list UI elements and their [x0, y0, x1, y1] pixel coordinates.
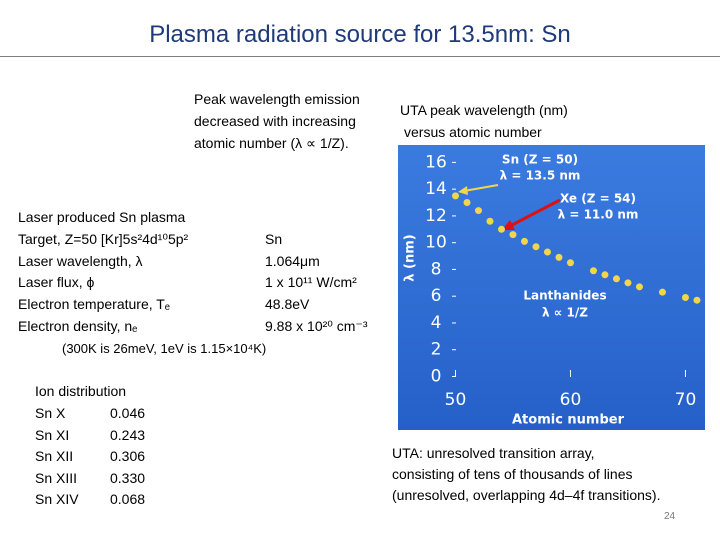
conversion-note: (300K is 26meV, 1eV is 1.15×10⁴K)	[62, 341, 267, 356]
arrow-head	[458, 186, 468, 195]
footnote: consisting of tens of thousands of lines	[392, 466, 633, 482]
plasma-label: Electron density, nₑ	[18, 317, 138, 334]
data-point	[693, 296, 701, 304]
y-axis-label: λ (nm)	[403, 234, 418, 281]
plasma-label: Laser flux, ϕ	[18, 274, 95, 291]
data-point	[520, 237, 528, 245]
y-tick-label: 6	[431, 286, 442, 306]
y-tick-label: 4	[431, 313, 442, 333]
ion-fraction: 0.330	[110, 469, 146, 486]
data-point	[497, 225, 505, 233]
data-point	[463, 199, 471, 207]
arrow-head	[502, 220, 515, 230]
plasma-label: Laser wavelength, λ	[18, 252, 143, 269]
plasma-label: Target, Z=50 [Kr]5s²4d¹⁰5p²	[18, 231, 189, 247]
annotation: λ ∝ 1/Z	[542, 306, 588, 320]
data-point	[451, 192, 459, 200]
uta-heading: versus atomic number	[404, 124, 542, 140]
data-point	[543, 248, 551, 256]
plasma-value: 48.8eV	[265, 296, 310, 313]
annotation: Xe (Z = 54)	[560, 192, 636, 206]
page-number: 24	[664, 511, 676, 522]
plasma-heading: Laser produced Sn plasma	[18, 209, 186, 225]
arrow	[463, 184, 499, 192]
y-tick-label: 0	[431, 366, 442, 386]
data-point	[486, 217, 494, 225]
plasma-value: 1.064μm	[265, 252, 320, 269]
peak-note: decreased with increasing	[194, 113, 356, 129]
y-tick-label: 16	[425, 152, 447, 172]
x-tick-label: 50	[445, 390, 467, 410]
data-point	[612, 275, 620, 283]
x-tick-label: 60	[560, 390, 582, 410]
data-point	[532, 243, 540, 251]
data-point	[681, 294, 689, 302]
data-point	[635, 283, 643, 291]
y-tick-label: 8	[431, 259, 442, 279]
ion-name: Sn XIII	[35, 469, 78, 486]
y-tick-label: 12	[425, 206, 447, 226]
data-point	[474, 207, 482, 215]
ion-name: Sn X	[35, 405, 66, 421]
annotation: Lanthanides	[523, 289, 606, 303]
data-point	[566, 259, 574, 267]
x-tick-label: 70	[675, 390, 697, 410]
data-point	[601, 271, 609, 279]
footnote: (unresolved, overlapping 4d–4f transitio…	[392, 487, 661, 503]
plasma-value: Sn	[265, 231, 283, 247]
y-tick-label: 10	[425, 233, 447, 253]
footnote: UTA: unresolved transition array,	[392, 445, 595, 461]
ion-name: Sn XIV	[35, 491, 79, 508]
annotation: λ = 11.0 nm	[558, 208, 639, 222]
peak-note: atomic number (λ ∝ 1/Z).	[194, 135, 349, 151]
plasma-label: Electron temperature, Tₑ	[18, 296, 171, 313]
ion-fraction: 0.306	[110, 448, 146, 465]
y-tick-label: 2	[431, 340, 442, 360]
ion-heading: Ion distribution	[35, 383, 127, 399]
data-point	[624, 279, 632, 287]
chart-background	[398, 145, 705, 430]
plasma-value: 1 x 10¹¹ W/cm²	[265, 274, 357, 291]
ion-name: Sn XII	[35, 448, 74, 465]
data-point	[658, 288, 666, 296]
data-point	[555, 253, 563, 261]
x-axis-label: Atomic number	[512, 413, 625, 428]
peak-note: Peak wavelength emission	[194, 91, 360, 107]
title: Plasma radiation source for 13.5nm: Sn	[149, 21, 571, 48]
ion-name: Sn XI	[35, 426, 70, 443]
data-point	[509, 231, 517, 239]
ion-fraction: 0.068	[110, 491, 146, 508]
arrow	[509, 198, 561, 228]
plasma-value: 9.88 x 10²⁰ cm⁻³	[265, 317, 368, 334]
y-tick-label: 14	[425, 179, 447, 199]
annotation: λ = 13.5 nm	[500, 169, 581, 183]
annotation: Sn (Z = 50)	[502, 153, 578, 167]
ion-fraction: 0.046	[110, 405, 146, 421]
data-point	[589, 267, 597, 275]
ion-fraction: 0.243	[110, 426, 146, 443]
title-rule	[0, 56, 720, 57]
uta-heading: UTA peak wavelength (nm)	[400, 102, 568, 118]
